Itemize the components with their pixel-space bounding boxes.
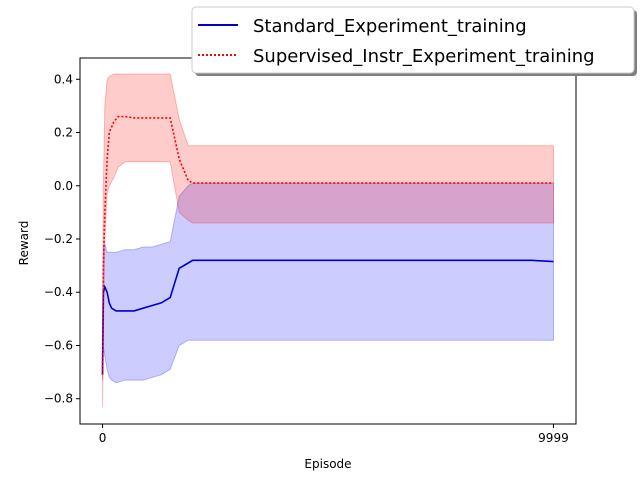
- axes-background: [80, 58, 576, 424]
- y-tick-label: −0.2: [44, 232, 73, 246]
- series-line-1: [101, 115, 554, 375]
- legend-label-standard: Standard_Experiment_training: [253, 16, 527, 37]
- y-tick-label: 0.0: [54, 179, 73, 193]
- legend-box: [191, 6, 635, 74]
- x-axis-ticks: 0 9999: [99, 424, 569, 445]
- y-tick-label: −0.6: [44, 338, 73, 352]
- y-tick-label: −0.8: [44, 392, 73, 406]
- series-lines: [101, 115, 554, 375]
- band-1: [102, 73, 554, 407]
- band-0: [102, 182, 554, 384]
- legend-label-supervised: Supervised_Instr_Experiment_training: [253, 46, 595, 67]
- y-axis-ticks: −0.8 −0.6 −0.4 −0.2 0.0 0.2 0.4: [44, 72, 80, 406]
- plot-area: [79, 57, 577, 425]
- confidence-bands: [102, 73, 554, 407]
- y-axis-label: Reward: [17, 221, 31, 266]
- legend: Standard_Experiment_training Supervised_…: [191, 6, 637, 76]
- y-tick-label: 0.2: [54, 126, 73, 140]
- x-tick-label: 9999: [538, 431, 569, 445]
- x-tick-label: 0: [99, 431, 107, 445]
- y-tick-label: −0.4: [44, 285, 73, 299]
- series-line-0: [101, 259, 554, 375]
- x-axis-label: Episode: [304, 457, 351, 471]
- y-tick-label: 0.4: [54, 72, 73, 86]
